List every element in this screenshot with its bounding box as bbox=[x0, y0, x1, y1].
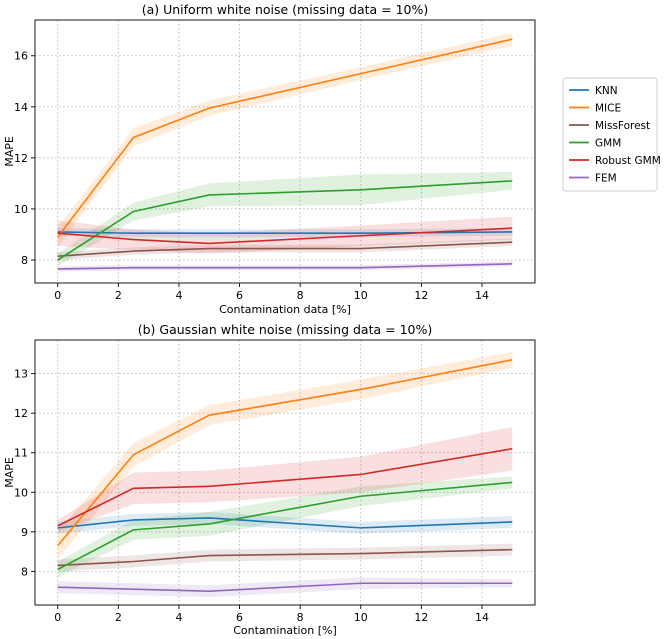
x-tick-label: 4 bbox=[175, 289, 182, 302]
y-tick-label: 14 bbox=[14, 101, 28, 114]
y-tick-label: 8 bbox=[21, 254, 28, 267]
x-tick-label: 10 bbox=[354, 611, 368, 624]
chart-title-a: (a) Uniform white noise (missing data = … bbox=[142, 2, 429, 17]
y-tick-label: 16 bbox=[14, 50, 28, 63]
x-tick-label: 0 bbox=[54, 611, 61, 624]
series-line-mice bbox=[57, 38, 513, 238]
y-axis-label-a: MAPE bbox=[3, 136, 16, 167]
chart-title-b: (b) Gaussian white noise (missing data =… bbox=[138, 322, 432, 337]
x-tick-label: 12 bbox=[414, 289, 428, 302]
x-tick-label: 6 bbox=[236, 289, 243, 302]
gridlines-a bbox=[35, 20, 535, 283]
y-tick-label: 10 bbox=[14, 486, 28, 499]
series-line-robust-gmm bbox=[57, 447, 513, 527]
band-gmm bbox=[57, 476, 513, 578]
band-fem bbox=[57, 261, 513, 272]
legend-label-mice: MICE bbox=[595, 103, 621, 115]
x-tick-label: 4 bbox=[175, 611, 182, 624]
band-robust-gmm bbox=[57, 216, 513, 254]
y-tick-label: 12 bbox=[14, 407, 28, 420]
band-mice bbox=[57, 351, 513, 560]
band-robust-gmm bbox=[57, 427, 513, 532]
axes-frame-b bbox=[34, 339, 536, 606]
y-tick-label: 11 bbox=[14, 447, 28, 460]
series-line-missforest bbox=[57, 548, 513, 567]
x-tick-label: 2 bbox=[115, 611, 122, 624]
y-axis-label-b: MAPE bbox=[3, 457, 16, 488]
series-line-fem bbox=[57, 582, 513, 592]
series-line-knn bbox=[57, 517, 513, 529]
series-line-mice bbox=[57, 358, 513, 547]
series-line-robust-gmm bbox=[57, 227, 513, 245]
x-tick-label: 10 bbox=[354, 289, 368, 302]
legend-label-missforest: MissForest bbox=[595, 120, 650, 132]
axes-frame-a bbox=[34, 19, 536, 284]
series-line-gmm bbox=[57, 481, 513, 571]
series-line-missforest bbox=[57, 241, 513, 257]
x-tick-label: 8 bbox=[297, 289, 304, 302]
x-tick-label: 14 bbox=[475, 289, 489, 302]
y-tick-label: 10 bbox=[14, 203, 28, 216]
y-tick-label: 13 bbox=[14, 368, 28, 381]
series-line-gmm bbox=[57, 180, 513, 261]
panel-b: 0 2 4 6 8 10 12 14 8 9 10 11 12 13 (b) Gaussian white … bbox=[3, 322, 536, 637]
band-mice bbox=[57, 32, 513, 248]
x-tick-label: 0 bbox=[54, 289, 61, 302]
x-axis-label-b: Contamination [%] bbox=[233, 624, 337, 637]
x-tick-label: 14 bbox=[475, 611, 489, 624]
series-line-fem bbox=[57, 263, 513, 270]
x-axis-label-a: Contamination data [%] bbox=[219, 303, 351, 316]
panel-a: 0 2 4 6 8 10 12 14 8 10 12 14 16 (a) Uniform white no… bbox=[3, 2, 536, 316]
band-missforest bbox=[57, 543, 513, 572]
x-tick-label: 2 bbox=[115, 289, 122, 302]
x-tick-label: 8 bbox=[297, 611, 304, 624]
legend-label-knn: KNN bbox=[595, 85, 618, 97]
x-tick-label: 6 bbox=[236, 611, 243, 624]
gridlines-b bbox=[35, 340, 535, 605]
legend-label-gmm: GMM bbox=[595, 138, 621, 150]
legend: KNN MICE MissForest GMM Robust GMM FEM bbox=[562, 77, 661, 192]
x-tick-label: 12 bbox=[414, 611, 428, 624]
y-tick-label: 12 bbox=[14, 152, 28, 165]
legend-label-fem: FEM bbox=[595, 173, 617, 185]
legend-label-robust-gmm: Robust GMM bbox=[595, 155, 661, 167]
band-gmm bbox=[57, 171, 513, 267]
y-tick-label: 8 bbox=[21, 565, 28, 578]
y-tick-label: 9 bbox=[21, 526, 28, 539]
legend-box bbox=[562, 77, 658, 192]
